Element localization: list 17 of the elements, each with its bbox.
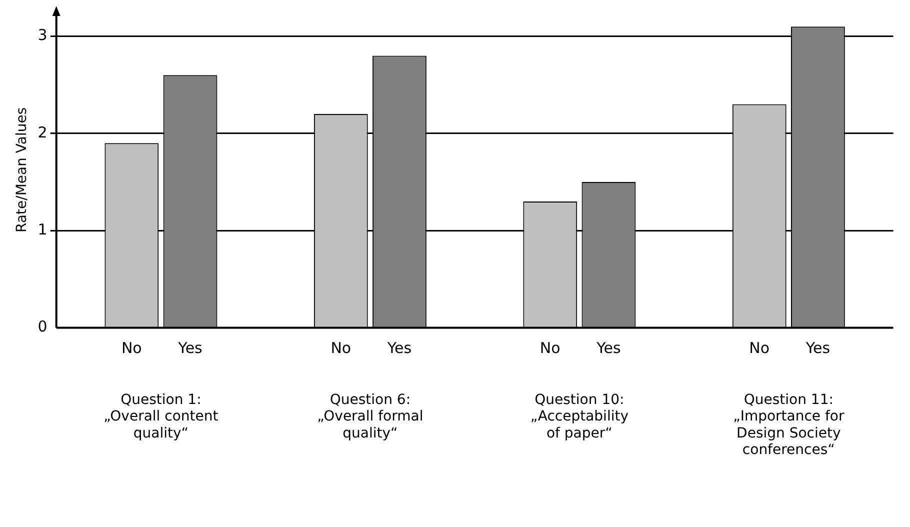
y-axis-title: Rate/Mean Values xyxy=(14,107,30,232)
y-tick-label: 1 xyxy=(38,220,48,239)
series-label: No xyxy=(121,339,142,358)
y-tick-label: 0 xyxy=(38,318,48,336)
x-tick-label: Question 6: „Overall formal quality“ xyxy=(317,392,424,442)
text: Yes xyxy=(387,339,412,358)
y-tick-label: 3 xyxy=(38,26,48,44)
x-tick-label: Question 1: „Overall content quality“ xyxy=(104,392,219,442)
series-label: Yes xyxy=(177,339,203,358)
text: Yes xyxy=(806,339,830,358)
text: No xyxy=(749,339,770,358)
text: No xyxy=(540,339,560,358)
y-tick-label: 2 xyxy=(38,123,48,142)
text: Yes xyxy=(596,339,621,358)
x-tick-label: Question 10: „Acceptability of paper“ xyxy=(530,392,628,442)
text: No xyxy=(330,339,352,358)
x-tick-label: Question 11: „Importance for Design Society conferences“ xyxy=(733,392,844,458)
